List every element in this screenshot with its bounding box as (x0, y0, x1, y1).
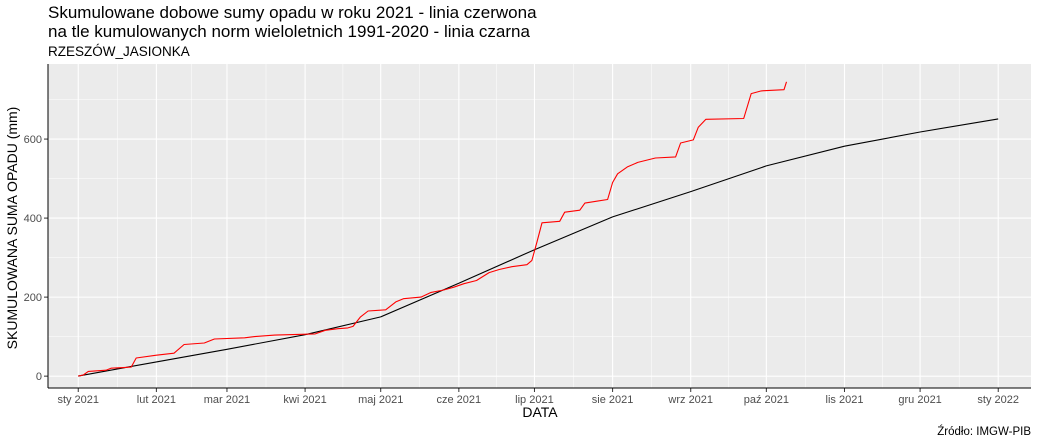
series-line-red (78, 81, 788, 377)
x-axis-label: DATA (522, 404, 558, 420)
major-gridlines (48, 64, 1031, 388)
x-tick-label: mar 2021 (204, 394, 250, 406)
source-note: Źródło: IMGW-PIB (937, 426, 1031, 438)
x-tick-label: maj 2021 (358, 394, 403, 406)
x-tick-label: sty 2021 (57, 394, 99, 406)
x-tick-label: kwi 2021 (283, 394, 326, 406)
x-tick-label: cze 2021 (437, 394, 482, 406)
y-tick-label: 0 (36, 371, 42, 383)
x-tick-label: lis 2021 (826, 394, 864, 406)
y-axis-label: SKUMULOWANA SUMA OPADU (mm) (4, 106, 20, 350)
series-layer (78, 81, 999, 377)
x-tick-label: lip 2021 (515, 394, 554, 406)
y-tick-label: 600 (24, 134, 42, 146)
y-tick-label: 200 (24, 292, 42, 304)
x-tick-label: gru 2021 (898, 394, 941, 406)
x-tick-label: paź 2021 (744, 394, 789, 406)
chart-title-line-1: Skumulowane dobowe sumy opadu w roku 202… (48, 3, 537, 22)
x-tick-label: wrz 2021 (667, 394, 713, 406)
y-tick-label: 400 (24, 213, 42, 225)
minor-gridlines (48, 64, 1031, 388)
x-tick-label: sie 2021 (592, 394, 634, 406)
station-subtitle: RZESZÓW_JASIONKA (48, 44, 190, 59)
x-tick-label: lut 2021 (137, 394, 176, 406)
x-tick-label: sty 2022 (977, 394, 1019, 406)
chart-title-line-2: na tle kumulowanych norm wieloletnich 19… (48, 22, 530, 41)
plot-panel (48, 64, 1031, 388)
axis-layer: sty 2021 lut 2021 mar 2021 kwi 2021 maj 2021… (24, 64, 1031, 406)
